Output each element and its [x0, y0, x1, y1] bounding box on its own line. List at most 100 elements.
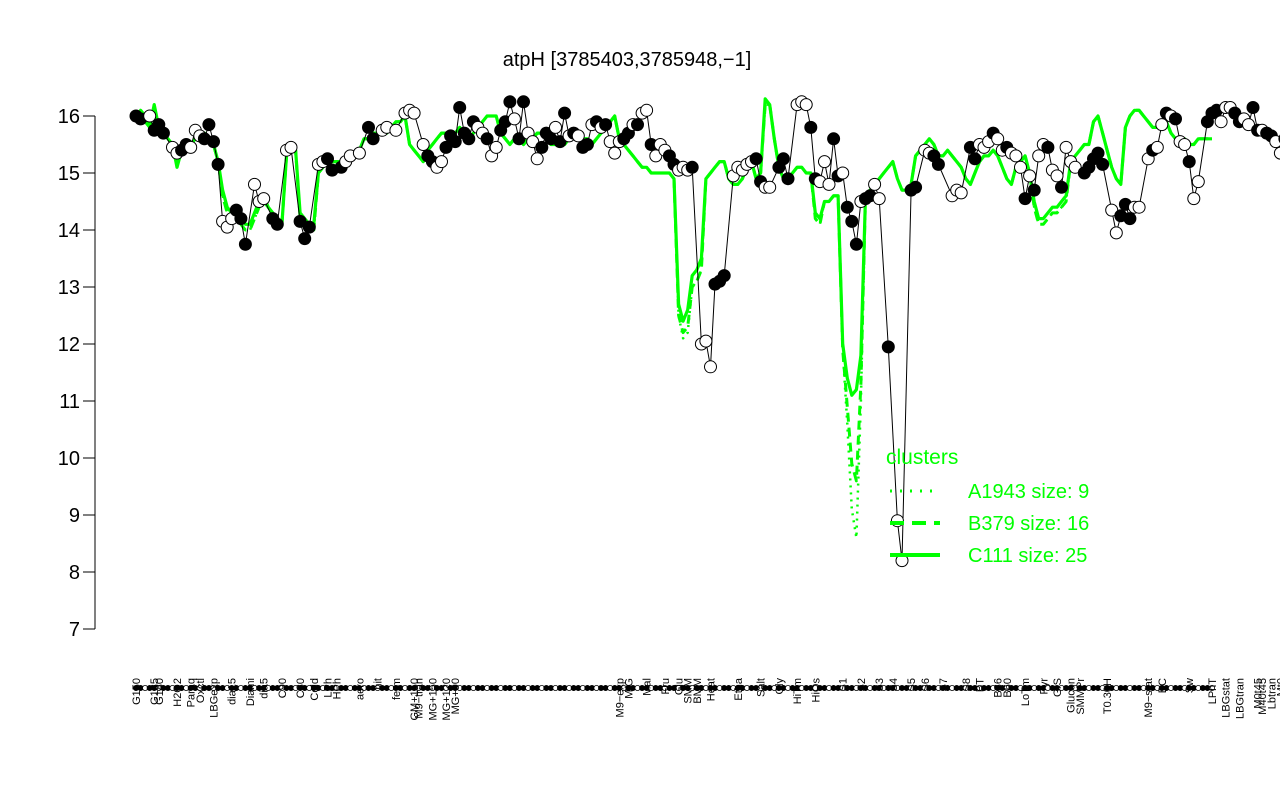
observed-point	[535, 140, 549, 154]
observed-point	[270, 217, 284, 231]
observed-point	[298, 232, 312, 246]
x-tick-label: Cold	[309, 678, 321, 701]
observed-point	[1182, 155, 1196, 169]
x-tick-label: G180	[154, 678, 166, 705]
observed-point	[302, 220, 316, 234]
x-tick-label: LBGexp	[209, 678, 221, 718]
observed-point	[1123, 212, 1137, 226]
legend: clusters A1943 size: 9 B379 size: 16 C11…	[886, 446, 1089, 567]
observed-point	[389, 123, 403, 137]
observed-point	[699, 334, 713, 348]
observed-point	[257, 192, 271, 206]
x-tick-label: Mt0	[1275, 678, 1280, 696]
observed-point	[781, 172, 795, 186]
observed-point	[640, 103, 654, 117]
observed-point	[1018, 192, 1032, 206]
x-tick-label: S7	[938, 678, 950, 691]
x-tick-label: Salt	[756, 678, 768, 697]
observed-point	[202, 118, 216, 132]
observed-point	[599, 118, 613, 132]
x-tick-label: S6	[920, 678, 932, 691]
observed-point	[1246, 101, 1260, 114]
y-tick-label: 7	[69, 619, 80, 641]
x-tick-label: nit	[373, 678, 385, 690]
x-tick-label: S1	[838, 678, 850, 691]
x-tick-label: M40t45	[1257, 678, 1269, 715]
x-tick-label: Glu	[674, 678, 686, 695]
x-tick-label: M0t45	[1253, 678, 1265, 709]
x-tick-label: LoTm	[1020, 678, 1032, 706]
observed-point	[749, 152, 763, 166]
observed-point	[1055, 180, 1068, 194]
observed-point	[822, 177, 836, 191]
observed-series	[129, 95, 1280, 568]
y-tick-label: 14	[58, 220, 80, 242]
y-axis: 7 8 9 10 11 12 13 14 15 16	[58, 106, 96, 641]
observed-point	[818, 155, 831, 169]
x-tick-label: S8	[961, 678, 973, 691]
observed-point	[827, 132, 841, 146]
observed-point	[1041, 140, 1055, 154]
observed-point	[1059, 140, 1073, 154]
observed-point	[717, 269, 731, 283]
observed-point	[407, 106, 421, 120]
x-tick-label: M/G	[623, 678, 635, 699]
y-tick-label: 10	[58, 448, 80, 470]
observed-point	[435, 155, 448, 169]
observed-point	[362, 120, 375, 134]
x-tick-label: Oxctl	[195, 678, 207, 703]
x-tick-label: Lbtran	[1266, 678, 1278, 709]
observed-point	[881, 340, 895, 354]
observed-point	[1027, 183, 1041, 197]
legend-label-b379: B379 size: 16	[968, 513, 1089, 535]
observed-point	[207, 135, 220, 149]
y-tick-label: 13	[58, 277, 80, 299]
observed-point	[763, 180, 777, 194]
x-tick-label: Etha	[733, 677, 745, 701]
observed-point	[1191, 175, 1205, 189]
y-tick-label: 16	[58, 106, 80, 128]
x-tick-label: LBGstat	[1221, 678, 1233, 718]
observed-point	[558, 106, 572, 120]
observed-point	[868, 177, 882, 191]
observed-point	[1009, 149, 1023, 163]
observed-point	[954, 186, 968, 200]
observed-point	[530, 152, 544, 166]
observed-point	[571, 129, 585, 143]
x-tick-label: Gly	[774, 678, 786, 695]
x-tick-label: Diami	[245, 678, 257, 706]
observed-point	[238, 237, 252, 251]
observed-point	[872, 192, 886, 206]
x-tick-label: Pyr	[1038, 678, 1050, 695]
x-tick-label: HiTm	[792, 678, 804, 704]
observed-point	[503, 95, 517, 109]
observed-point	[293, 214, 307, 228]
x-tick-label: Mal	[642, 678, 654, 696]
x-tick-label: Fru	[660, 678, 672, 695]
y-tick-label: 12	[58, 334, 80, 356]
x-tick-label: S2	[856, 678, 868, 691]
x-tick-label: BC	[1157, 678, 1169, 693]
legend-label-c111: C111 size: 25	[968, 545, 1087, 567]
observed-point	[991, 132, 1005, 146]
observed-point	[1273, 146, 1280, 160]
x-tick-label: GM+150	[409, 678, 421, 721]
x-tick-label: G135	[149, 678, 161, 705]
observed-point	[845, 214, 859, 228]
x-tick-label: M9−stat	[1143, 678, 1155, 717]
observed-point	[608, 146, 622, 160]
x-tick-label: MG+150	[427, 678, 439, 721]
x-tick-label: B36	[993, 678, 1005, 698]
x-tick-label: C30	[295, 678, 307, 698]
observed-point	[804, 120, 818, 134]
observed-point	[909, 180, 923, 194]
y-tick-label: 9	[69, 505, 80, 527]
observed-point	[489, 140, 503, 154]
x-tick-label: S5	[906, 678, 918, 691]
observed-point	[448, 135, 462, 149]
observed-point	[799, 98, 813, 112]
x-tick-label: H2O2	[172, 678, 184, 707]
observed-point	[1023, 169, 1037, 183]
x-tick-label: BT	[974, 678, 986, 692]
x-tick-label: B60	[1002, 678, 1014, 698]
